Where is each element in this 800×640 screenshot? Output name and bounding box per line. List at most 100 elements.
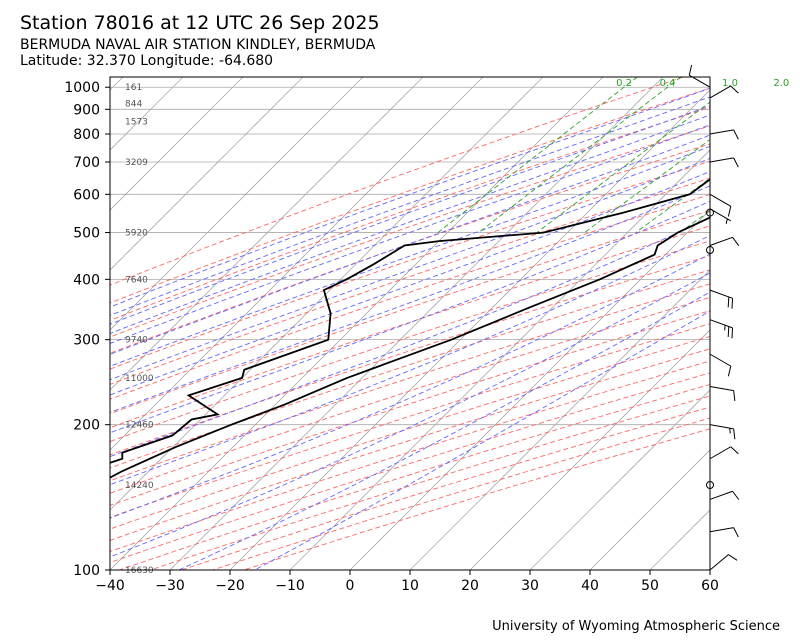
isotherm-line xyxy=(110,77,424,391)
station-latlon: Latitude: 32.370 Longitude: -64.680 xyxy=(20,53,274,69)
dry-adiabat-line xyxy=(110,193,710,400)
barb-flag xyxy=(733,129,739,140)
dry-adiabat-line xyxy=(110,225,710,429)
calm-circle xyxy=(706,208,714,217)
barb-flag xyxy=(730,446,739,455)
isotherm-line xyxy=(110,77,184,151)
dry-adiabat-line xyxy=(150,395,710,570)
isotherm-line xyxy=(0,77,3,570)
barb-staff xyxy=(709,129,734,135)
dry-adiabat-line xyxy=(110,296,710,494)
wind-barb xyxy=(709,129,739,140)
chart-title: Station 78016 at 12 UTC 26 Sep 2025 xyxy=(20,12,380,34)
y-tick-label: 600 xyxy=(73,187,100,203)
isotherm-line xyxy=(229,89,710,570)
x-tick-label: −10 xyxy=(275,578,305,594)
moist-adiabat-line xyxy=(110,235,710,486)
isotherm-line xyxy=(110,77,544,511)
x-tick-label: 50 xyxy=(641,578,659,594)
y-tick-label: 100 xyxy=(73,563,100,579)
moist-adiabat-line xyxy=(110,114,710,334)
isotherm-line xyxy=(110,77,304,271)
y-tick-label: 200 xyxy=(73,418,100,434)
barb-flag xyxy=(732,237,740,246)
wind-barb xyxy=(709,385,736,402)
wind-barb xyxy=(709,527,739,538)
wind-barb xyxy=(709,490,740,500)
barb-flag xyxy=(732,490,740,500)
temperature-line xyxy=(110,216,710,479)
moist-adiabat-line xyxy=(110,157,710,381)
barb-flag xyxy=(733,390,736,402)
x-tick-label: −40 xyxy=(95,578,125,594)
isotherm-line xyxy=(110,77,124,91)
height-label: 11000 xyxy=(125,374,154,384)
sounding-profiles xyxy=(110,178,710,479)
dry-adiabat-line xyxy=(110,125,710,338)
isotherm-line xyxy=(110,77,484,451)
barb-flag xyxy=(733,428,736,440)
y-tick-label: 500 xyxy=(73,226,100,242)
barb-flag xyxy=(727,366,732,377)
mixing-ratio-line xyxy=(679,210,710,233)
wind-barb xyxy=(709,424,736,440)
barb-flag xyxy=(730,85,739,94)
wind-barb xyxy=(709,554,738,571)
isotherm-line xyxy=(110,77,244,211)
isotherm-line xyxy=(709,569,710,570)
barb-flag xyxy=(731,298,734,309)
dry-adiabat-line xyxy=(110,335,710,530)
mixing-ratio-line xyxy=(584,138,710,233)
moist-adiabat-line xyxy=(110,272,710,558)
wind-barb xyxy=(709,289,734,309)
mixing-ratio-line xyxy=(478,77,682,233)
mixing-ratio-label: 2.0 xyxy=(773,78,789,89)
isotherm-line xyxy=(409,269,710,570)
height-label: 9740 xyxy=(125,336,148,346)
barb-staff xyxy=(709,446,732,460)
moist-adiabat-line xyxy=(110,96,710,316)
x-tick-label: −30 xyxy=(155,578,185,594)
mixing-ratio-line xyxy=(786,77,800,233)
dry-adiabat-line xyxy=(110,360,710,553)
height-label: 161 xyxy=(125,83,142,93)
dry-adiabat-line xyxy=(110,269,710,469)
background-lines xyxy=(0,77,800,570)
barb-flag xyxy=(733,527,739,538)
station-name: BERMUDA NAVAL AIR STATION KINDLEY, BERMU… xyxy=(20,37,376,53)
wind-barb xyxy=(709,319,734,339)
height-label: 14240 xyxy=(125,481,154,491)
mixing-ratio-line xyxy=(749,77,800,233)
wind-barb xyxy=(688,64,711,88)
barb-staff xyxy=(709,85,732,99)
x-tick-label: 30 xyxy=(521,578,539,594)
mixing-ratio-label: 0.2 xyxy=(616,78,632,89)
moist-adiabat-line xyxy=(110,171,710,396)
barb-staff xyxy=(709,490,733,500)
x-tick-label: 60 xyxy=(701,578,719,594)
moist-adiabat-line xyxy=(110,253,710,519)
moist-adiabat-line xyxy=(110,87,710,308)
wind-barb xyxy=(709,85,739,99)
moist-adiabat-line xyxy=(110,105,710,325)
y-tick-label: 800 xyxy=(73,127,100,143)
moist-adiabat-line xyxy=(110,134,710,355)
dry-adiabat-line xyxy=(110,177,710,385)
dry-adiabat-line xyxy=(119,383,710,570)
dry-adiabat-line xyxy=(110,255,710,456)
x-tick-label: 0 xyxy=(346,578,355,594)
dry-adiabat-line xyxy=(110,106,710,321)
barb-staff xyxy=(709,385,734,392)
x-tick-label: 10 xyxy=(401,578,419,594)
dry-adiabat-line xyxy=(110,310,710,506)
barb-flag xyxy=(727,206,732,217)
wind-barb xyxy=(706,480,714,489)
isotherm-line xyxy=(169,77,664,570)
wind-barb xyxy=(709,157,739,168)
barb-half-flag xyxy=(729,428,731,434)
barb-flag xyxy=(728,554,738,561)
mixing-ratio-line xyxy=(708,231,710,233)
dry-adiabat-line xyxy=(110,372,710,563)
moist-adiabat-line xyxy=(178,291,710,570)
